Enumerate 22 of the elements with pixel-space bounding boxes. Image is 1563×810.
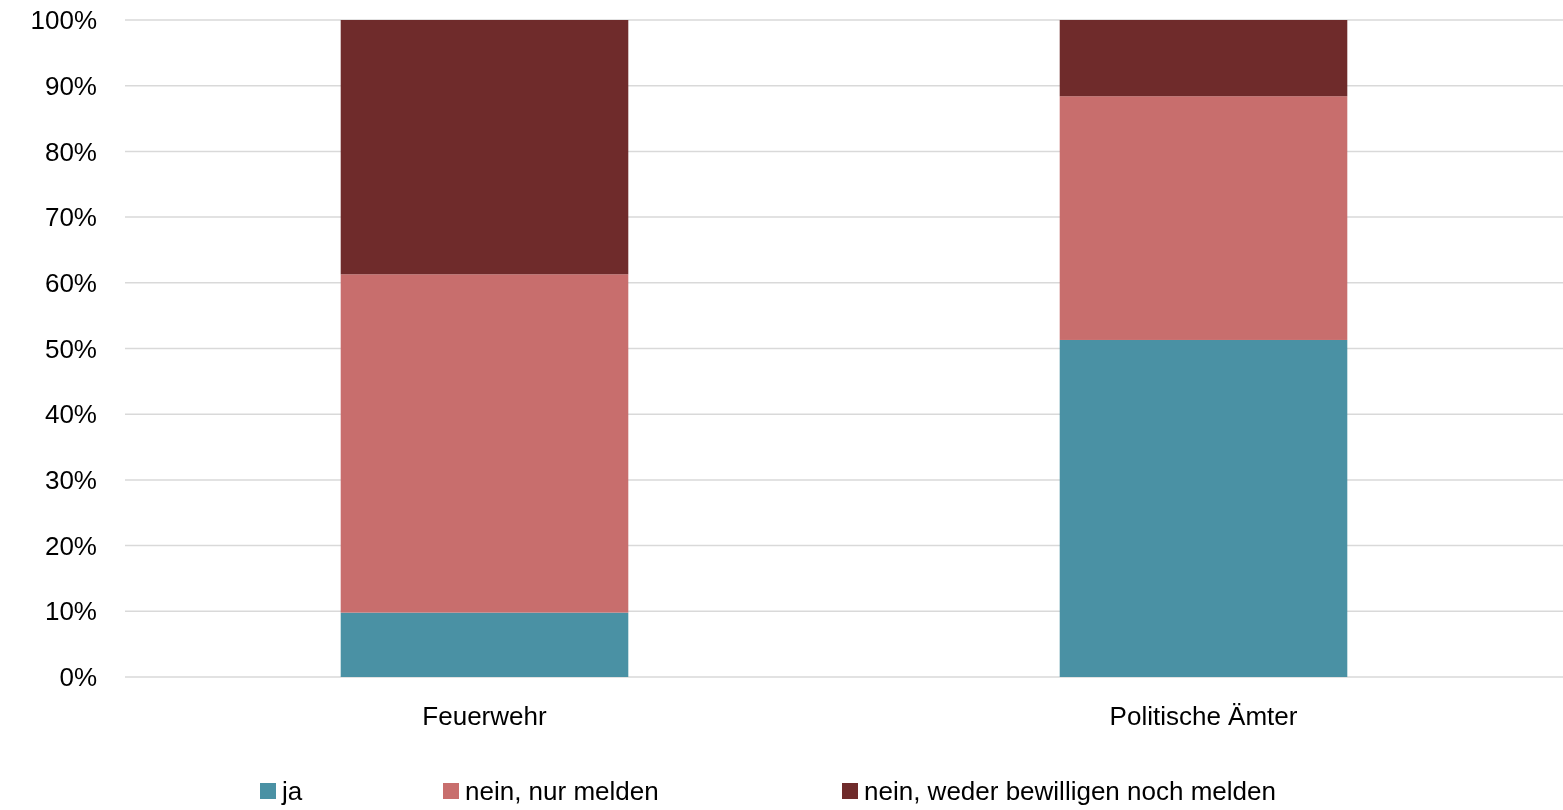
y-tick-label: 90% — [44, 70, 97, 101]
y-tick-label: 50% — [44, 333, 97, 364]
y-tick-label: 60% — [44, 267, 97, 298]
y-tick-label: 20% — [44, 530, 97, 561]
y-tick-label: 40% — [44, 399, 97, 430]
x-tick-label: Feuerwehr — [422, 701, 547, 731]
legend-label: nein, nur melden — [465, 776, 659, 807]
bar — [340, 274, 629, 613]
bar — [1059, 96, 1348, 340]
bar — [340, 612, 629, 677]
bar — [340, 20, 629, 275]
y-tick-label: 0% — [59, 662, 97, 693]
y-tick-label: 30% — [44, 465, 97, 495]
y-tick-label: 70% — [44, 202, 97, 233]
x-tick-label: Politische Ämter — [1109, 701, 1298, 731]
legend-label: ja — [281, 776, 303, 807]
bar — [1059, 339, 1348, 677]
y-tick-label: 10% — [44, 596, 97, 627]
legend-label: nein, weder bewilligen noch melden — [864, 776, 1276, 807]
bar — [1059, 20, 1348, 97]
y-tick-label: 100% — [30, 5, 97, 36]
y-tick-label: 80% — [44, 136, 97, 167]
